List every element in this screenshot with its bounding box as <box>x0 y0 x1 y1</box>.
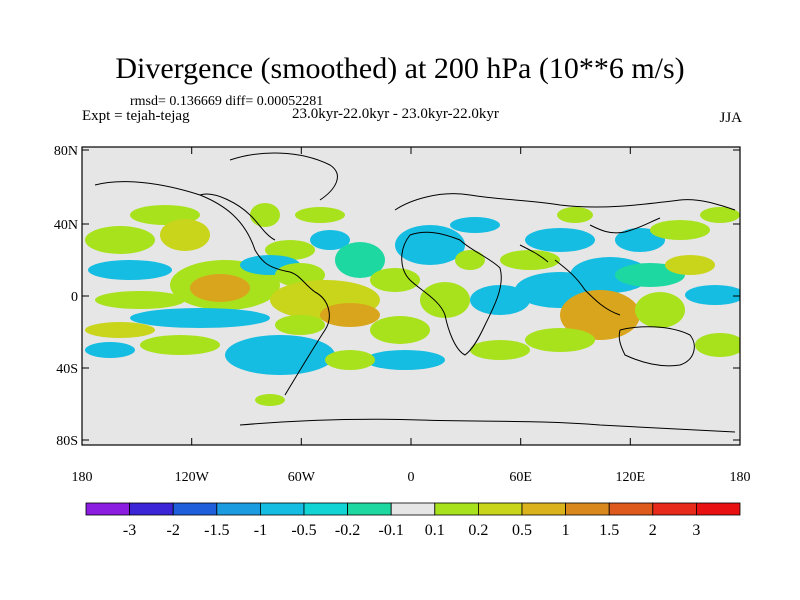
colorbar-swatch <box>390 502 436 516</box>
x-tick-label: 0 <box>408 470 415 485</box>
x-tick-label: 60E <box>509 470 532 485</box>
x-tick-label: 120E <box>616 470 646 485</box>
plot-title: Divergence (smoothed) at 200 hPa (10**6 … <box>115 52 685 85</box>
colorbar-label: -0.1 <box>379 522 404 539</box>
colorbar-label: 1 <box>562 522 570 539</box>
colorbar-swatch <box>259 502 305 516</box>
colorbar-swatch <box>216 502 261 516</box>
colorbar-swatch <box>652 502 697 516</box>
y-tick-label: 40S <box>56 362 78 377</box>
colorbar-label: -1 <box>254 522 267 539</box>
period-label: 23.0kyr-22.0kyr - 23.0kyr-22.0kyr <box>292 106 499 122</box>
y-tick-label: 80S <box>56 434 78 449</box>
x-tick-label: 60W <box>288 470 316 485</box>
colorbar-label: 0.1 <box>425 522 445 539</box>
colorbar-swatch <box>696 502 741 516</box>
colorbar-label: 3 <box>692 522 700 539</box>
colorbar-label: 0.5 <box>512 522 532 539</box>
y-tick-label: 0 <box>71 290 78 305</box>
colorbar-label: 0.2 <box>468 522 488 539</box>
season-label: JJA <box>719 110 742 126</box>
colorbar-swatch <box>434 502 479 516</box>
experiment-label: Expt = tejah-tejag <box>82 108 190 124</box>
colorbar-swatch <box>477 502 523 516</box>
colorbar-label: 1.5 <box>599 522 619 539</box>
y-tick-label: 80N <box>54 144 78 159</box>
coastlines <box>94 152 736 433</box>
x-tick-label: 180 <box>72 470 93 485</box>
y-tick-label: 40N <box>54 218 78 233</box>
colorbar: -3 -2 -1.5 -1 -0.5 -0.2 -0.1 0.1 0.2 0.5 1 1.5 2 3 <box>85 502 741 539</box>
colorbar-swatch <box>172 502 218 516</box>
colorbar-swatch <box>608 502 654 516</box>
colorbar-label: 2 <box>649 522 657 539</box>
stats-text: rmsd= 0.136669 diff= 0.00052281 <box>130 94 324 109</box>
colorbar-label: -3 <box>123 522 136 539</box>
x-tick-label: 120W <box>175 470 210 485</box>
colorbar-label: -0.2 <box>335 522 360 539</box>
colorbar-swatch <box>565 502 610 516</box>
colorbar-swatch <box>521 502 566 516</box>
colorbar-swatch <box>347 502 392 516</box>
field-blob <box>85 203 740 406</box>
colorbar-label: -2 <box>167 522 180 539</box>
colorbar-swatch <box>303 502 348 516</box>
colorbar-swatch <box>129 502 174 516</box>
x-tick-label: 180 <box>730 470 751 485</box>
colorbar-swatch <box>85 502 130 516</box>
colorbar-label: -0.5 <box>291 522 316 539</box>
divergence-field <box>85 203 740 406</box>
colorbar-label: -1.5 <box>204 522 229 539</box>
map-ticks: 80N 40N 0 40S 80S 180 120W 60W 0 60E 120E 180 <box>54 144 751 485</box>
